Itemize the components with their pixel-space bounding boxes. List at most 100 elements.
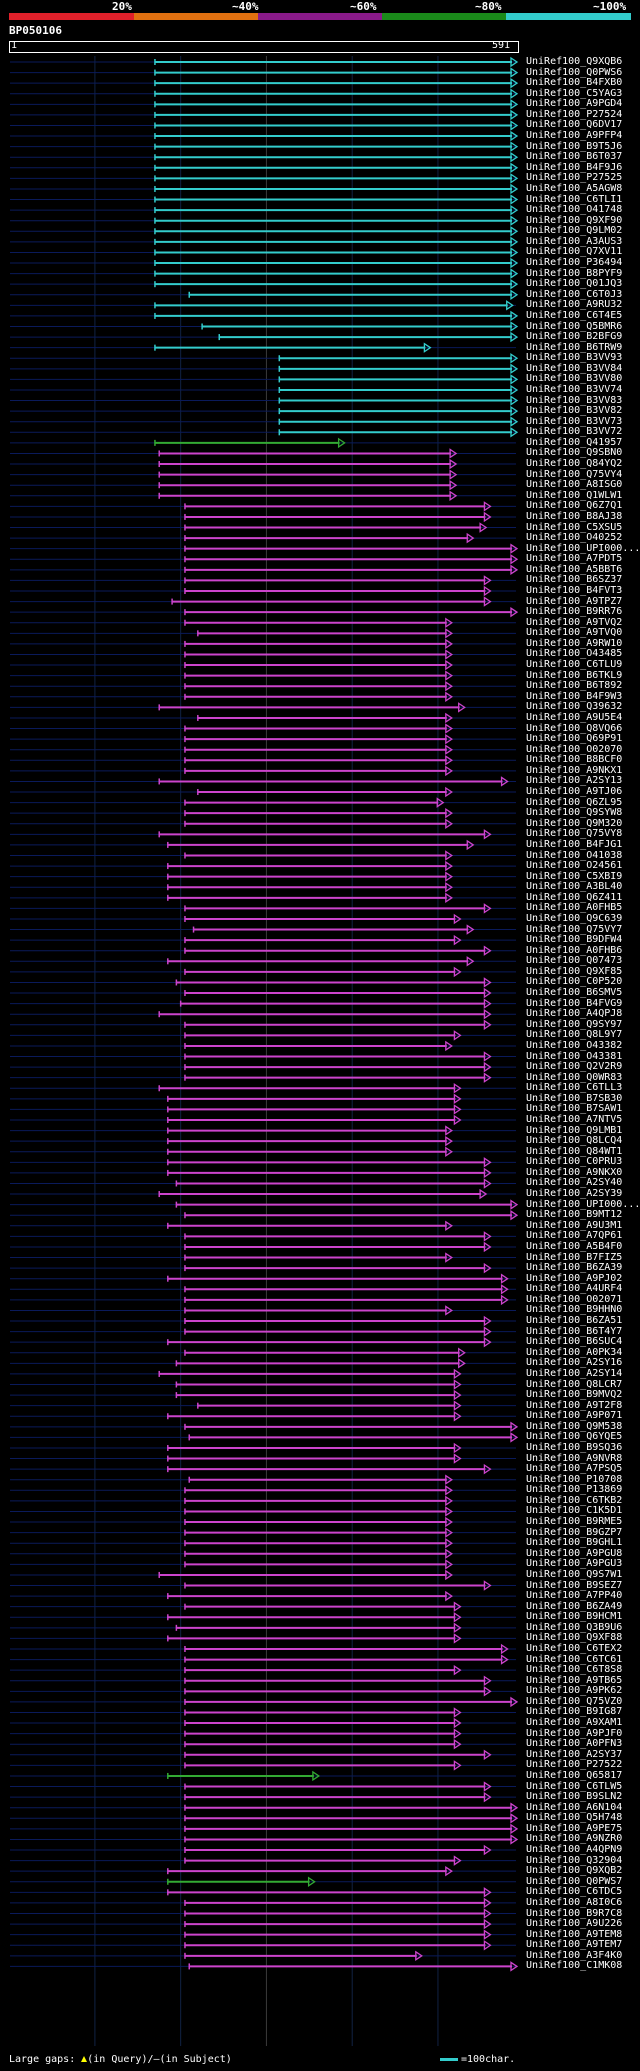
hit-label[interactable]: UniRef100_B4F9J6	[526, 161, 623, 173]
hit-label[interactable]: UniRef100_A9TB65	[526, 1674, 623, 1686]
hit-label[interactable]: UniRef100_B4F9W3	[526, 690, 623, 702]
hit-label[interactable]: UniRef100_P27525	[526, 172, 623, 184]
hit-label[interactable]: UniRef100_A5B4F0	[526, 1240, 623, 1252]
hit-label[interactable]: UniRef100_A4QPN9	[526, 1844, 623, 1856]
hit-label[interactable]: UniRef100_A9TVQ0	[526, 627, 623, 639]
hit-label[interactable]: UniRef100_Q9XF85	[526, 965, 623, 977]
hit-label[interactable]: UniRef100_B3VV72	[526, 426, 623, 438]
hit-label[interactable]: UniRef100_C6TLU9	[526, 659, 623, 671]
hit-label[interactable]: UniRef100_A3F4K0	[526, 1949, 623, 1961]
hit-label[interactable]: UniRef100_Q32904	[526, 1854, 623, 1866]
hit-label[interactable]: UniRef100_A8I0C6	[526, 1896, 623, 1908]
hit-label[interactable]: UniRef100_B6SUC4	[526, 1336, 623, 1348]
hit-label[interactable]: UniRef100_Q41957	[526, 436, 623, 448]
hit-label[interactable]: UniRef100_C6TLW5	[526, 1780, 623, 1792]
hit-label[interactable]: UniRef100_A9PFP4	[526, 130, 623, 142]
hit-label[interactable]: UniRef100_P36494	[526, 257, 623, 269]
hit-label[interactable]: UniRef100_Q84YQ2	[526, 458, 623, 470]
hit-label[interactable]: UniRef100_B3VV73	[526, 415, 623, 427]
hit-label[interactable]: UniRef100_A9U5E4	[526, 711, 623, 723]
hit-label[interactable]: UniRef100_A9NVR8	[526, 1452, 623, 1464]
hit-label[interactable]: UniRef100_Q75VZ0	[526, 1695, 623, 1707]
hit-label[interactable]: UniRef100_P27522	[526, 1759, 623, 1771]
hit-label[interactable]: UniRef100_B6TKL9	[526, 669, 623, 681]
hit-label[interactable]: UniRef100_Q9XQB6	[526, 56, 623, 67]
hit-label[interactable]: UniRef100_A3BL40	[526, 881, 623, 893]
hit-label[interactable]: UniRef100_Q6ZL95	[526, 796, 623, 808]
hit-label[interactable]: UniRef100_B9MT12	[526, 1209, 623, 1221]
hit-label[interactable]: UniRef100_O43382	[526, 1039, 623, 1051]
hit-label[interactable]: UniRef100_Q6YQE5	[526, 1431, 623, 1443]
hit-label[interactable]: UniRef100_B3VV84	[526, 362, 623, 374]
hit-label[interactable]: UniRef100_B9HHN0	[526, 1304, 623, 1316]
hit-label[interactable]: UniRef100_Q9M538	[526, 1420, 623, 1432]
hit-label[interactable]: UniRef100_B6ZA51	[526, 1315, 623, 1327]
hit-label[interactable]: UniRef100_A7PP40	[526, 1590, 623, 1602]
hit-label[interactable]: UniRef100_B7SB30	[526, 1092, 623, 1104]
hit-label[interactable]: UniRef100_A9PGU3	[526, 1558, 623, 1570]
hit-label[interactable]: UniRef100_A9PGD4	[526, 98, 623, 110]
hit-label[interactable]: UniRef100_A9TVQ2	[526, 616, 623, 628]
hit-label[interactable]: UniRef100_A7QP61	[526, 1230, 623, 1242]
hit-label[interactable]: UniRef100_A0FHB5	[526, 902, 623, 914]
hit-label[interactable]: UniRef100_C6T0J3	[526, 288, 623, 300]
hit-label[interactable]: UniRef100_B6SZ37	[526, 574, 623, 586]
hit-label[interactable]: UniRef100_C6TKB2	[526, 1494, 623, 1506]
hit-label[interactable]: UniRef100_Q0PWS6	[526, 66, 623, 78]
hit-label[interactable]: UniRef100_B9SEZ7	[526, 1579, 623, 1591]
hit-label[interactable]: UniRef100_B3VV83	[526, 394, 623, 406]
hit-label[interactable]: UniRef100_A0PFN3	[526, 1738, 623, 1750]
hit-label[interactable]: UniRef100_A9TEM8	[526, 1928, 623, 1940]
hit-label[interactable]: UniRef100_O02070	[526, 743, 623, 755]
hit-label[interactable]: UniRef100_B6T4Y7	[526, 1325, 623, 1337]
hit-label[interactable]: UniRef100_A9NKX0	[526, 1166, 623, 1178]
hit-label[interactable]: UniRef100_B6T892	[526, 680, 623, 692]
hit-label[interactable]: UniRef100_B9T5J6	[526, 140, 623, 152]
hit-label[interactable]: UniRef100_P10708	[526, 1473, 623, 1485]
hit-label[interactable]: UniRef100_B9HCM1	[526, 1611, 623, 1623]
hit-label[interactable]: UniRef100_Q9LMB1	[526, 1124, 623, 1136]
hit-label[interactable]: UniRef100_A9RU32	[526, 299, 623, 311]
hit-label[interactable]: UniRef100_UPI000...	[526, 1198, 640, 1210]
hit-label[interactable]: UniRef100_C5XSU5	[526, 521, 623, 533]
hit-label[interactable]: UniRef100_C0P520	[526, 976, 623, 988]
hit-label[interactable]: UniRef100_B6ZA49	[526, 1600, 623, 1612]
hit-label[interactable]: UniRef100_C1MK08	[526, 1960, 623, 1972]
hit-label[interactable]: UniRef100_O43381	[526, 1050, 623, 1062]
hit-label[interactable]: UniRef100_A9PJF0	[526, 1727, 623, 1739]
hit-label[interactable]: UniRef100_P13869	[526, 1484, 623, 1496]
hit-label[interactable]: UniRef100_Q9XF88	[526, 1632, 623, 1644]
hit-label[interactable]: UniRef100_C6TLI1	[526, 193, 623, 205]
hit-label[interactable]: UniRef100_Q75VY8	[526, 828, 623, 840]
hit-label[interactable]: UniRef100_Q0PWS7	[526, 1875, 623, 1887]
hit-label[interactable]: UniRef100_B3VV93	[526, 352, 623, 364]
hit-label[interactable]: UniRef100_A7NTV5	[526, 1114, 623, 1125]
hit-label[interactable]: UniRef100_Q9XQB2	[526, 1865, 623, 1877]
hit-label[interactable]: UniRef100_Q0WR83	[526, 1071, 623, 1083]
hit-label[interactable]: UniRef100_B6SMV5	[526, 987, 623, 999]
hit-label[interactable]: UniRef100_Q9M320	[526, 817, 623, 829]
hit-label[interactable]: UniRef100_A9TJ06	[526, 786, 623, 798]
hit-label[interactable]: UniRef100_A9TEM7	[526, 1939, 623, 1951]
hit-label[interactable]: UniRef100_Q2V2R9	[526, 1061, 623, 1073]
hit-label[interactable]: UniRef100_B8AJ38	[526, 510, 623, 522]
hit-label[interactable]: UniRef100_A9U226	[526, 1918, 623, 1930]
hit-label[interactable]: UniRef100_Q9LM02	[526, 225, 623, 237]
hit-label[interactable]: UniRef100_Q75VY7	[526, 923, 623, 935]
hit-label[interactable]: UniRef100_O41038	[526, 849, 623, 861]
hit-label[interactable]: UniRef100_B6T037	[526, 151, 623, 163]
hit-label[interactable]: UniRef100_B2BFG9	[526, 331, 623, 343]
hit-label[interactable]: UniRef100_Q5BMR6	[526, 320, 623, 332]
hit-label[interactable]: UniRef100_B9GZP7	[526, 1526, 623, 1538]
hit-label[interactable]: UniRef100_Q9C639	[526, 912, 623, 924]
hit-label[interactable]: UniRef100_A9TPZ7	[526, 595, 623, 607]
hit-label[interactable]: UniRef100_Q3B9U6	[526, 1621, 623, 1633]
hit-label[interactable]: UniRef100_A9PGU8	[526, 1547, 623, 1559]
hit-label[interactable]: UniRef100_Q5H748	[526, 1812, 623, 1824]
hit-label[interactable]: UniRef100_A2SY37	[526, 1748, 623, 1760]
hit-label[interactable]: UniRef100_O40252	[526, 532, 623, 544]
hit-label[interactable]: UniRef100_B9RME5	[526, 1516, 623, 1528]
hit-label[interactable]: UniRef100_A5BBT6	[526, 563, 623, 575]
hit-label[interactable]: UniRef100_A3AUS3	[526, 235, 623, 247]
hit-label[interactable]: UniRef100_A4URF4	[526, 1283, 623, 1295]
